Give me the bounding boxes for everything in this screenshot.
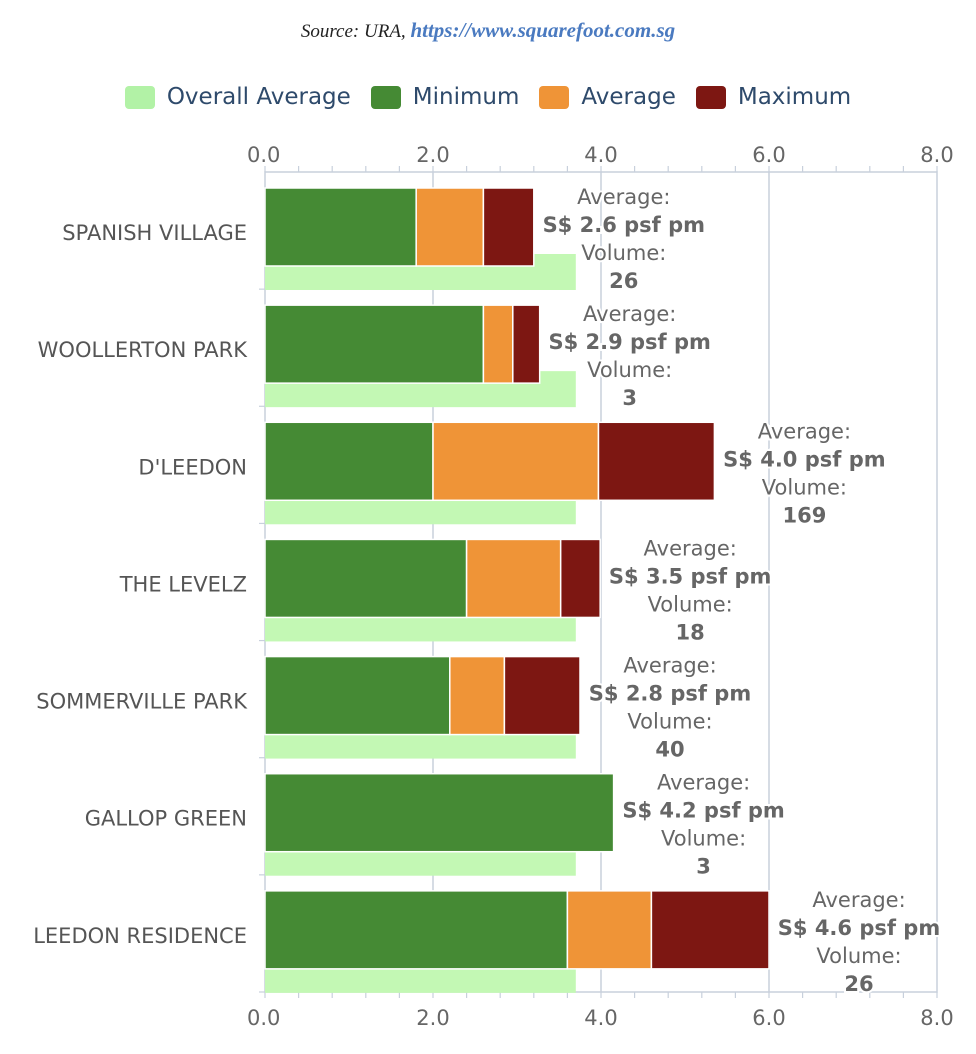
source-caption: Source: URA, https://www.squarefoot.com.…: [0, 18, 976, 43]
y-category-label: SPANISH VILLAGE: [62, 221, 247, 245]
x-tick-label-bottom: 6.0: [752, 1006, 785, 1030]
bar-average: [415, 187, 485, 267]
data-label-average-title: Average:: [657, 771, 750, 795]
y-category-label: THE LEVELZ: [119, 572, 247, 596]
legend-swatch: [124, 85, 155, 109]
legend-label: Overall Average: [166, 84, 351, 110]
data-label-average-title: Average:: [812, 888, 905, 912]
data-label-average-value: S$ 2.6 psf pm: [543, 213, 705, 237]
chart-legend: Overall Average Minimum Average Maximum: [0, 84, 976, 110]
legend-item-overall-average[interactable]: Overall Average: [124, 84, 351, 110]
legend-item-minimum[interactable]: Minimum: [370, 84, 520, 110]
data-label-volume-value: 26: [609, 269, 638, 293]
source-link[interactable]: https://www.squarefoot.com.sg: [410, 18, 676, 42]
bar-maximum: [650, 890, 770, 970]
data-label-volume-title: Volume:: [661, 827, 746, 851]
bar-minimum: [264, 655, 451, 736]
bar-maximum: [597, 421, 716, 502]
y-category-label: D'LEEDON: [138, 455, 247, 479]
data-label-volume-title: Volume:: [627, 710, 712, 734]
legend-swatch: [370, 85, 401, 109]
x-tick-label-bottom: 8.0: [920, 1006, 953, 1030]
data-label-average-title: Average:: [623, 654, 716, 678]
bar-minimum: [264, 890, 569, 970]
source-prefix: Source: URA,: [300, 21, 411, 42]
data-label-average-value: S$ 3.5 psf pm: [609, 564, 771, 588]
legend-item-maximum[interactable]: Maximum: [695, 84, 852, 110]
bar-average: [566, 890, 653, 970]
x-tick-label-top: 6.0: [752, 143, 785, 167]
data-label-volume-value: 26: [844, 972, 873, 996]
y-category-label: WOOLLERTON PARK: [38, 338, 249, 362]
data-label-average-value: S$ 4.6 psf pm: [778, 916, 940, 940]
data-label-volume-value: 3: [696, 855, 711, 879]
bar-minimum: [264, 772, 615, 853]
data-label-volume-title: Volume:: [581, 241, 666, 265]
data-label-volume-title: Volume:: [587, 358, 672, 382]
y-category-label: SOMMERVILLE PARK: [36, 690, 248, 714]
data-label-volume-value: 3: [622, 386, 637, 410]
data-label-volume-value: 18: [676, 620, 705, 644]
x-tick-label-top: 4.0: [584, 143, 617, 167]
legend-label: Maximum: [737, 84, 852, 110]
bar-minimum: [264, 421, 434, 502]
legend-label: Minimum: [412, 84, 520, 110]
data-label-volume-value: 40: [655, 738, 684, 762]
bar-average: [432, 421, 600, 502]
y-category-label: GALLOP GREEN: [85, 807, 247, 831]
bar-minimum: [264, 304, 485, 384]
x-tick-label-bottom: 0.0: [247, 1006, 280, 1030]
x-tick-label-top: 0.0: [247, 143, 280, 167]
bar-maximum: [503, 655, 581, 736]
bar-minimum: [264, 187, 417, 267]
data-label-average-title: Average:: [577, 185, 670, 209]
data-label-average-value: S$ 4.2 psf pm: [622, 799, 784, 823]
bar-maximum: [512, 304, 541, 384]
data-label-average-value: S$ 2.9 psf pm: [548, 330, 710, 354]
bar-minimum: [264, 538, 468, 619]
data-label-volume-title: Volume:: [648, 592, 733, 616]
x-tick-label-top: 2.0: [416, 143, 449, 167]
data-label-volume-value: 169: [782, 503, 826, 527]
legend-swatch: [695, 85, 726, 109]
bar-maximum: [482, 187, 535, 267]
data-label-average-title: Average:: [644, 536, 737, 560]
x-tick-label-top: 8.0: [920, 143, 953, 167]
bar-maximum: [559, 538, 601, 619]
legend-label: Average: [581, 84, 676, 110]
bar-average: [465, 538, 562, 619]
x-tick-label-bottom: 4.0: [584, 1006, 617, 1030]
data-label-volume-title: Volume:: [816, 944, 901, 968]
bar-average: [482, 304, 514, 384]
legend-swatch: [539, 85, 570, 109]
y-category-label: LEEDON RESIDENCE: [33, 924, 247, 948]
data-label-average-title: Average:: [583, 302, 676, 326]
data-label-volume-title: Volume:: [762, 475, 847, 499]
bar-average: [449, 655, 506, 736]
legend-item-average[interactable]: Average: [539, 84, 676, 110]
data-label-average-value: S$ 4.0 psf pm: [723, 447, 885, 471]
data-label-average-title: Average:: [758, 419, 851, 443]
data-label-average-value: S$ 2.8 psf pm: [589, 682, 751, 706]
x-tick-label-bottom: 2.0: [416, 1006, 449, 1030]
